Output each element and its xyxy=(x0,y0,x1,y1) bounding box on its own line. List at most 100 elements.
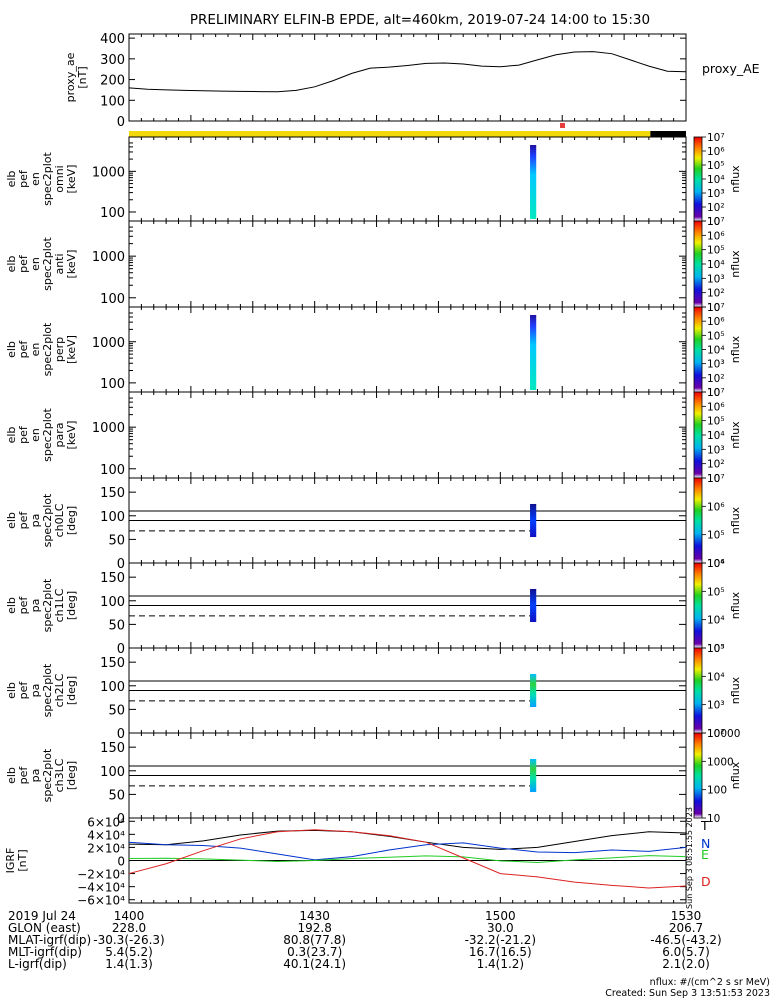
ch0LC-tick-label: 50 xyxy=(108,533,125,548)
ch3LC-burst xyxy=(530,758,537,793)
ch3LC-ylabel: elb xyxy=(5,767,18,784)
burst-marker xyxy=(560,123,565,128)
vertical-timestamp: Sun Sep 3 08:51:55 2023 xyxy=(685,807,694,909)
ch1LC-ylabel: pa xyxy=(29,599,42,613)
ch3LC-colorbar xyxy=(693,732,703,819)
ch3LC-ylabel: [deg] xyxy=(65,761,78,790)
ch0LC-tick-label: 100 xyxy=(100,510,125,525)
proxy-ae-line xyxy=(128,51,687,93)
proxy-ae-tick-label: 300 xyxy=(100,53,125,68)
perp-burst xyxy=(530,315,537,390)
ephemeris-value: 6.0(5.7) xyxy=(662,945,710,959)
ch2LC-colorbar xyxy=(693,647,703,734)
colorbar-tick-label: 10³ xyxy=(707,700,725,712)
ephemeris-value: -32.2(-21.2) xyxy=(465,933,536,947)
ephemeris-value: 228.0 xyxy=(112,921,146,935)
ephemeris-value: 192.8 xyxy=(297,921,331,935)
igrf-legend-T: T xyxy=(700,818,709,833)
anti-tick-label: 100 xyxy=(100,292,125,307)
ephemeris-value: 2.1(2.0) xyxy=(662,957,710,971)
ch1LC-burst xyxy=(530,588,537,623)
colorbar-tick-label: 10⁴ xyxy=(707,345,725,357)
igrf-tick-label: −2×10⁴ xyxy=(77,868,125,882)
colorbar-tick-label: 10⁴ xyxy=(707,615,725,627)
anti-ylabel: anti xyxy=(53,253,66,274)
ephemeris-label: GLON (east) xyxy=(8,921,81,935)
anti-ylabel: [keV] xyxy=(65,250,78,279)
colorbar-tick-label: 10⁶ xyxy=(707,401,725,413)
anti-colorbar xyxy=(693,220,703,308)
colorbar-tick-label: 10³ xyxy=(707,359,725,371)
ch3LC-tick-label: 50 xyxy=(108,788,125,803)
colorbar-label: nflux xyxy=(729,506,742,534)
igrf-tick-label: −6×10⁴ xyxy=(77,894,125,908)
igrf-tick-label: 0 xyxy=(117,855,125,869)
ch3LC-ylabel: ch3LC xyxy=(53,758,66,792)
ch1LC-colorbar xyxy=(693,562,703,649)
ch1LC-ylabel: pef xyxy=(17,596,30,615)
para-frame xyxy=(128,391,687,479)
omni-frame xyxy=(128,136,687,222)
ephemeris-label: MLAT-igrf(dip) xyxy=(8,933,91,947)
ch2LC-tick-label: 0 xyxy=(117,727,125,742)
para-colorbar xyxy=(693,391,703,479)
igrf-line-E xyxy=(128,855,687,863)
ch1LC-tick-label: 0 xyxy=(117,642,125,657)
igrf-tick-label: 2×10⁴ xyxy=(87,841,125,855)
colorbar-tick-label: 10⁵ xyxy=(707,643,725,655)
ephemeris-value: 1.4(1.2) xyxy=(477,957,525,971)
colorbar-tick-label: 10⁵ xyxy=(707,586,725,598)
units-note: nflux: #/(cm^2 s sr MeV) xyxy=(650,977,770,988)
ch3LC-tick-label: 100 xyxy=(100,765,125,780)
omni-ylabel: pef xyxy=(17,169,30,188)
ch1LC-tick-label: 100 xyxy=(100,595,125,610)
perp-ylabel: [keV] xyxy=(65,335,78,364)
para-tick-label: 1000 xyxy=(92,421,125,436)
ch2LC-ylabel: elb xyxy=(5,682,18,699)
colorbar-tick-label: 10⁷ xyxy=(707,132,725,144)
omni-tick-label: 100 xyxy=(100,206,125,221)
colorbar-tick-label: 10⁷ xyxy=(707,387,725,399)
igrf-line-N xyxy=(128,841,687,861)
ch2LC-tick-label: 100 xyxy=(100,680,125,695)
colorbar-tick-label: 10⁵ xyxy=(707,160,725,172)
ephemeris-value: -30.3(-26.3) xyxy=(93,933,164,947)
ch0LC-tick-label: 0 xyxy=(117,557,125,572)
colorbar-tick-label: 10² xyxy=(707,459,725,471)
colorbar-tick-label: 10⁴ xyxy=(707,174,725,186)
perp-ylabel: pef xyxy=(17,340,30,359)
ch3LC-ylabel: spec2plot xyxy=(41,748,54,802)
para-ylabel: para xyxy=(53,423,66,448)
ch0LC-ylabel: [deg] xyxy=(65,506,78,535)
colorbar-tick-label: 10 xyxy=(707,473,720,485)
colorbar-tick-label: 10⁷ xyxy=(707,302,725,314)
perp-tick-label: 1000 xyxy=(92,336,125,351)
colorbar-tick-label: 10⁵ xyxy=(707,245,725,257)
colorbar-tick-label: 1000 xyxy=(707,756,734,768)
colorbar-tick-label: 100 xyxy=(707,785,727,797)
perp-ylabel: en xyxy=(29,343,42,357)
perp-ylabel: perp xyxy=(53,337,66,362)
anti-ylabel: elb xyxy=(5,256,18,273)
omni-ylabel: elb xyxy=(5,171,18,188)
anti-frame xyxy=(128,220,687,308)
igrf-tick-label: 6×10⁴ xyxy=(87,815,125,829)
created-note: Created: Sun Sep 3 13:51:53 2023 xyxy=(605,988,770,999)
omni-tick-label: 1000 xyxy=(92,165,125,180)
colorbar-tick-label: 10⁵ xyxy=(707,530,725,542)
science-zone-bar xyxy=(129,131,651,137)
anti-ylabel: en xyxy=(29,257,42,271)
ch2LC-ylabel: pa xyxy=(29,684,42,698)
ephemeris-value: 1500 xyxy=(485,909,516,923)
ch2LC-ylabel: ch2LC xyxy=(53,673,66,707)
ch2LC-ylabel: pef xyxy=(17,681,30,700)
colorbar-tick-label: 10⁶ xyxy=(707,146,725,158)
colorbar-label: nflux xyxy=(729,250,742,278)
igrf-ylabel: IGRF xyxy=(4,848,17,874)
ch0LC-burst xyxy=(530,503,537,538)
colorbar-tick-label: 10³ xyxy=(707,444,725,456)
colorbar-tick-label: 10000 xyxy=(707,728,740,740)
proxy-ae-ylabel: [nT] xyxy=(76,66,89,88)
colorbar-tick-label: 10 xyxy=(707,216,720,228)
